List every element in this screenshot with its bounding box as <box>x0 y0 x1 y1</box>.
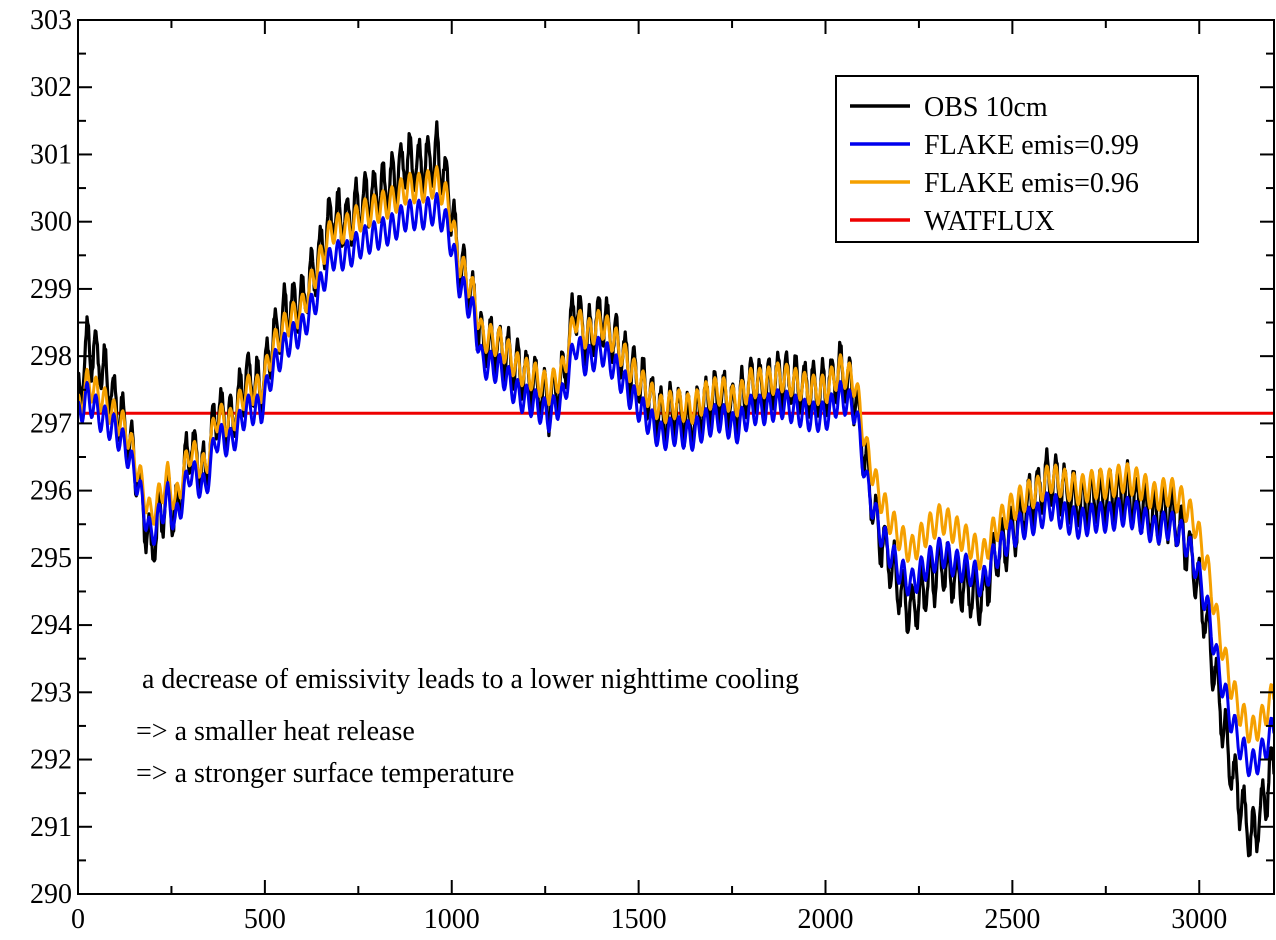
y-tick-label: 294 <box>30 610 72 641</box>
y-tick-label: 301 <box>30 139 72 170</box>
legend-label: WATFLUX <box>924 206 1055 237</box>
y-tick-label: 292 <box>30 745 72 776</box>
y-tick-label: 300 <box>30 207 72 238</box>
y-tick-label: 291 <box>30 812 72 843</box>
annotation-text: => a smaller heat release <box>136 716 415 747</box>
x-tick-label: 500 <box>244 904 286 935</box>
y-tick-label: 299 <box>30 274 72 305</box>
y-tick-label: 298 <box>30 341 72 372</box>
series-line-2 <box>78 165 1274 744</box>
y-tick-label: 297 <box>30 408 72 439</box>
series-line-1 <box>78 192 1274 778</box>
x-tick-label: 1000 <box>424 904 480 935</box>
legend-label: OBS 10cm <box>924 92 1048 123</box>
x-tick-label: 3000 <box>1171 904 1227 935</box>
annotations: a decrease of emissivity leads to a lowe… <box>136 664 799 789</box>
y-tick-label: 293 <box>30 677 72 708</box>
x-tick-label: 2500 <box>984 904 1040 935</box>
legend-label: FLAKE emis=0.99 <box>924 130 1139 161</box>
x-tick-label: 0 <box>71 904 85 935</box>
annotation-text: a decrease of emissivity leads to a lowe… <box>142 664 799 695</box>
y-tick-label: 302 <box>30 72 72 103</box>
annotation-text: => a stronger surface temperature <box>136 758 514 789</box>
series-layer <box>78 120 1274 858</box>
y-tick-label: 295 <box>30 543 72 574</box>
y-tick-label: 303 <box>30 5 72 36</box>
axis-ticks: 0 500 1000 1500 2000 2500 3000 290 291 292 293 294 2… <box>30 5 1274 935</box>
legend-label: FLAKE emis=0.96 <box>924 168 1139 199</box>
y-tick-label: 290 <box>30 879 72 910</box>
legend-box <box>835 75 1199 243</box>
x-tick-label: 2000 <box>798 904 854 935</box>
x-tick-label: 1500 <box>611 904 667 935</box>
y-tick-label: 296 <box>30 476 72 507</box>
legend: OBS 10cm FLAKE emis=0.99 FLAKE emis=0.96 WA… <box>835 75 1199 243</box>
